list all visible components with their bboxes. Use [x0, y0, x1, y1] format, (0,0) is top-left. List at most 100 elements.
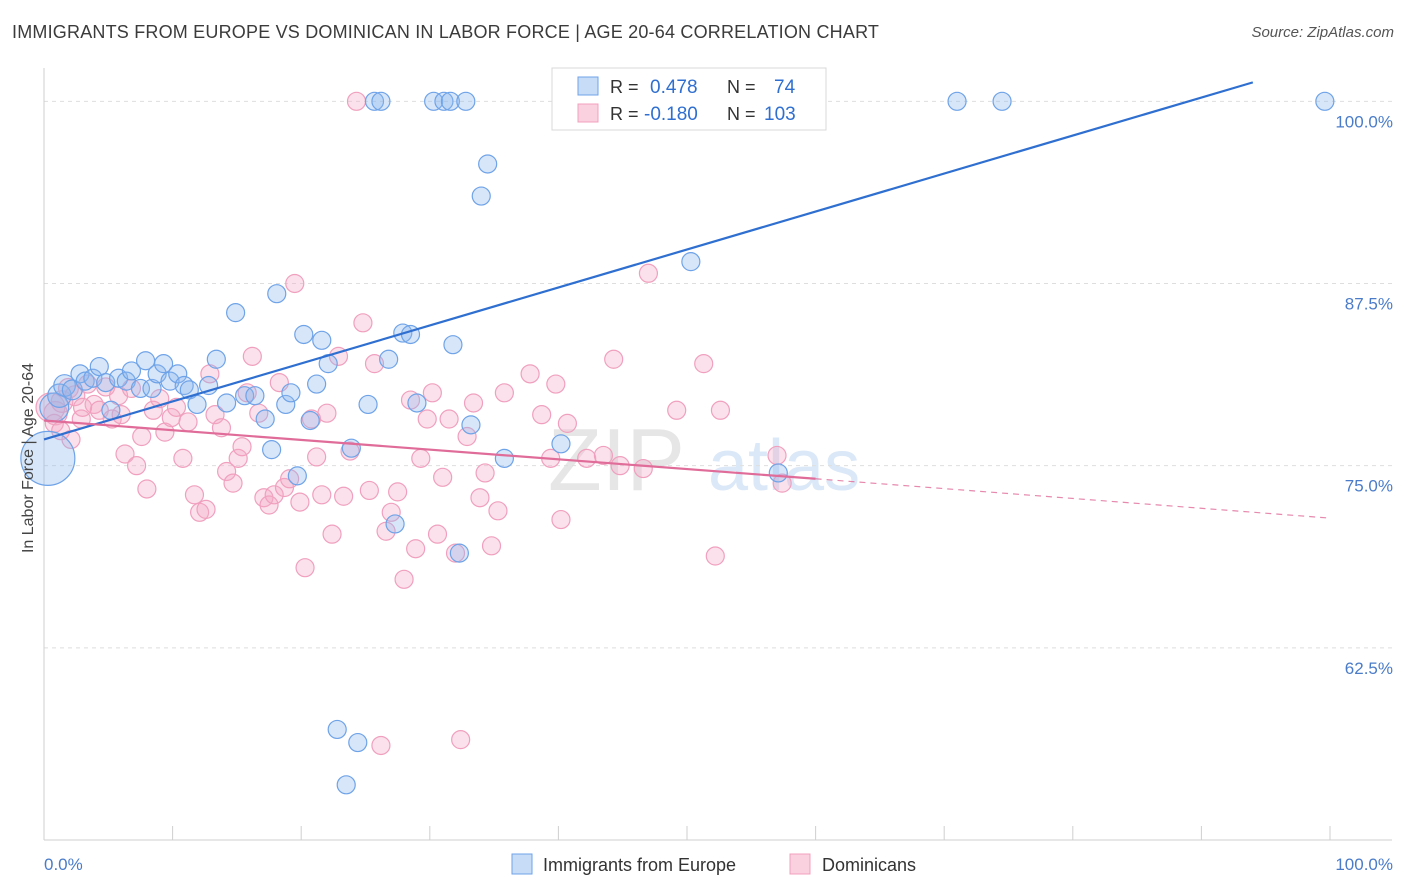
dominicans-point [115, 444, 135, 464]
dominicans-point [546, 374, 566, 394]
europe-point [267, 284, 287, 304]
europe-point [471, 186, 491, 206]
dominicans-point [417, 409, 437, 429]
europe-point [142, 378, 162, 399]
dominicans-point [322, 524, 342, 544]
europe-point [168, 364, 188, 384]
y-tick-label: 75.0% [1345, 477, 1393, 496]
y-tick-labels: 100.0% 87.5% 75.0% 62.5% [1335, 112, 1393, 678]
dominicans-point [173, 448, 193, 468]
legend-n-label-europe: N = [727, 77, 756, 97]
europe-point [276, 394, 296, 415]
legend-n-value-dominicans: 103 [764, 104, 796, 125]
europe-point [245, 386, 265, 406]
europe-point [96, 372, 116, 393]
y-tick-label: 62.5% [1345, 659, 1393, 678]
europe-point [47, 383, 72, 409]
europe-point [262, 440, 282, 460]
europe-point [371, 91, 391, 111]
europe-point [83, 368, 103, 388]
dominicans-point [280, 469, 300, 489]
dominicans-point [767, 445, 787, 466]
axes [43, 68, 1392, 841]
dominicans-point [470, 488, 490, 508]
dominicans-point [285, 273, 305, 294]
europe-point [206, 349, 226, 369]
legend-swatch-europe [577, 76, 599, 96]
europe-point [300, 410, 320, 431]
x-tick-labels: 0.0% 100.0% [44, 855, 1393, 874]
dominicans-point [290, 492, 310, 512]
dominicans-point [433, 467, 453, 487]
europe-point [681, 252, 701, 272]
europe-point [364, 91, 385, 111]
dominicans-point [551, 509, 571, 530]
dominicans-point [223, 473, 243, 493]
dominicans-point [84, 394, 104, 415]
dominicans-point [72, 397, 93, 417]
europe-point [449, 543, 469, 563]
dominicans-point [137, 479, 157, 499]
dominicans-point [577, 448, 597, 468]
europe-point [255, 409, 275, 429]
europe-point [130, 378, 151, 399]
dominicans-point [317, 403, 337, 423]
dominicans-point [211, 418, 232, 438]
gridlines [44, 100, 1392, 649]
europe-point [434, 91, 454, 111]
dominicans-point [312, 485, 332, 505]
dominicans-point [633, 458, 653, 479]
dominicans-point [166, 397, 187, 417]
dominicans-point [463, 393, 484, 413]
legend-bottom-label-europe: Immigrants from Europe [543, 855, 736, 875]
dominicans-point [557, 413, 578, 433]
dominicans-point [371, 735, 391, 756]
europe-point [235, 386, 255, 406]
europe-point [348, 732, 368, 753]
dominicans-point [132, 426, 152, 447]
legend-n-value-europe: 74 [774, 77, 796, 98]
dominicans-point [667, 400, 687, 420]
legend-bottom-swatch-dominicans [789, 853, 811, 875]
europe-point [358, 394, 378, 415]
dominicans-point [494, 383, 514, 403]
dominicans-point [228, 448, 248, 468]
dominicans-point [451, 730, 471, 750]
dominicans-point [604, 349, 624, 369]
dominicans-point [359, 480, 379, 501]
legend-r-value-dominicans: -0.180 [644, 104, 698, 125]
source-credit: Source: ZipAtlas.com [1251, 24, 1394, 41]
dominicans-point [353, 313, 373, 333]
europe-point [768, 463, 788, 483]
europe-point [226, 303, 246, 323]
legend-bottom: Immigrants from Europe Dominicans [511, 853, 916, 875]
europe-point [551, 434, 571, 454]
dominicans-point [364, 354, 385, 374]
y-axis-label: In Labor Force | Age 20-64 [20, 363, 37, 553]
europe-point [336, 775, 356, 795]
dominicans-point [488, 501, 508, 521]
europe-point [440, 91, 460, 111]
europe-point [461, 415, 481, 435]
dominicans-point [126, 456, 147, 476]
dominicans-point [710, 400, 731, 420]
europe-point [287, 466, 307, 486]
dominicans-point [217, 461, 237, 482]
dominicans-point [411, 448, 431, 468]
dominicans-point [610, 456, 630, 476]
europe-point [89, 356, 109, 377]
europe-point [407, 393, 427, 413]
dominicans-point [457, 426, 477, 447]
europe-point [160, 371, 180, 391]
dominicans-point [334, 486, 354, 506]
europe-point [75, 371, 95, 391]
dominicans-point [381, 502, 401, 522]
dominicans-point [593, 445, 614, 466]
europe-point [385, 514, 405, 534]
europe-point [424, 91, 444, 111]
legend-r-label-dominicans: R = [610, 104, 639, 124]
europe-point [327, 719, 347, 740]
europe-point [478, 154, 498, 174]
europe-point [443, 335, 463, 355]
